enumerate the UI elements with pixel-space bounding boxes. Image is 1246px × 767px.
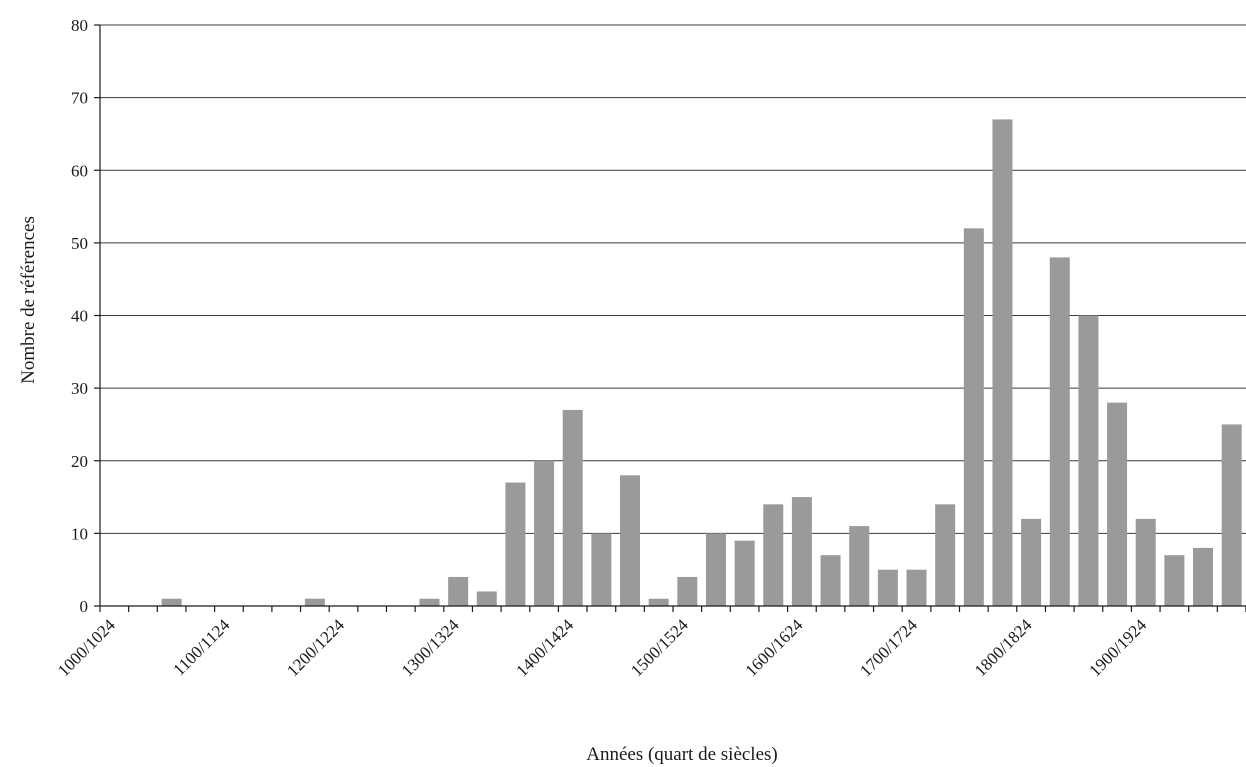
- y-axis-label: Nombre de références: [18, 216, 39, 384]
- bar: [591, 533, 612, 607]
- bar: [448, 576, 469, 606]
- bar: [534, 460, 555, 606]
- x-tick-label: 1400/1424: [512, 615, 577, 680]
- bar: [906, 569, 927, 606]
- y-tick-label: 60: [71, 161, 88, 180]
- bar: [705, 533, 726, 607]
- bar: [505, 482, 526, 606]
- y-tick-labels: 0 10 20 30 40 50 60 70 80: [71, 16, 88, 616]
- gridlines: [100, 24, 1246, 534]
- bar: [562, 409, 583, 606]
- x-tick-label: 1900/1924: [1085, 615, 1150, 680]
- bar: [304, 598, 325, 606]
- bar: [1221, 424, 1242, 606]
- bar: [1107, 402, 1128, 606]
- bar: [791, 497, 812, 606]
- y-tick-label: 20: [71, 452, 88, 471]
- bar: [849, 526, 870, 606]
- y-tick-label: 30: [71, 379, 88, 398]
- x-tick-label: 1300/1324: [398, 615, 463, 680]
- bars: [161, 119, 1242, 607]
- bar: [1135, 518, 1156, 606]
- bar: [763, 504, 784, 606]
- bar: [1078, 315, 1099, 606]
- x-tick-label: 1700/1724: [856, 615, 921, 680]
- y-tick-label: 0: [80, 597, 89, 616]
- y-tick-label: 10: [71, 524, 88, 543]
- x-tick-label: 1100/1124: [169, 615, 233, 679]
- bar: [1049, 257, 1070, 606]
- bar: [963, 228, 984, 606]
- y-tick-label: 80: [71, 16, 88, 35]
- x-tick-label: 1600/1624: [742, 615, 807, 680]
- bar: [877, 569, 898, 606]
- bar: [620, 475, 641, 606]
- x-tick-labels: 1000/1024 1100/1124 1200/1224 1300/1324 1400…: [54, 615, 1151, 680]
- bar: [734, 540, 755, 606]
- bar: [1021, 518, 1042, 606]
- y-tick-label: 70: [71, 89, 88, 108]
- bar: [992, 119, 1013, 606]
- x-tick-label: 1000/1024: [54, 615, 119, 680]
- x-axis-label: Années (quart de siècles): [586, 744, 778, 765]
- bar: [820, 555, 841, 606]
- bar: [476, 591, 497, 606]
- bar: [161, 598, 182, 606]
- axes: [94, 24, 1246, 612]
- bar: [648, 598, 669, 606]
- bar: [677, 576, 698, 606]
- y-tick-label: 50: [71, 234, 88, 253]
- bar: [1164, 555, 1185, 606]
- x-tick-label: 1200/1224: [283, 615, 348, 680]
- bar: [419, 598, 440, 606]
- x-tick-label: 1800/1824: [971, 615, 1036, 680]
- y-tick-label: 40: [71, 307, 88, 326]
- bar: [935, 504, 956, 606]
- bar: [1193, 547, 1214, 606]
- x-tick-label: 1500/1524: [627, 615, 692, 680]
